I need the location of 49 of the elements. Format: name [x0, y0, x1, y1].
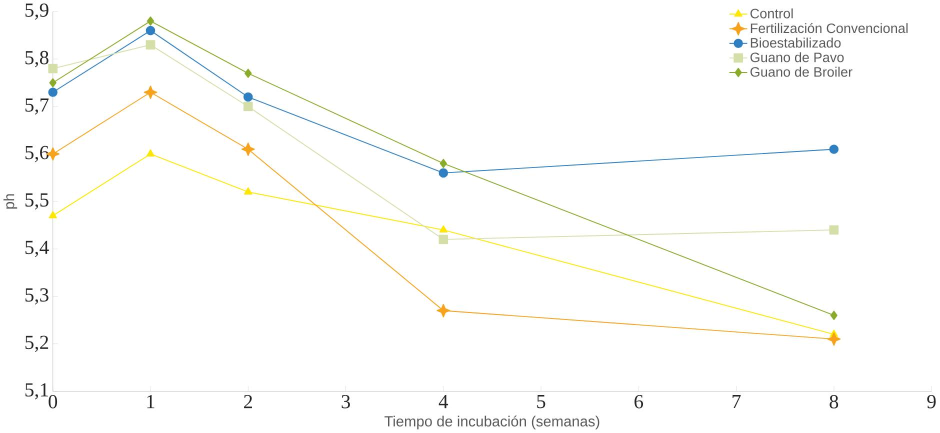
- point: [438, 168, 448, 178]
- y-axis-title: ph: [3, 194, 18, 209]
- point: [436, 304, 450, 318]
- x-tick-label: 9: [927, 395, 936, 408]
- y-tick-label: 5,4: [25, 240, 49, 258]
- point: [146, 26, 156, 36]
- x-tick-label: 3: [342, 395, 350, 408]
- y-tick-label: 5,1: [25, 383, 48, 400]
- x-tick-label: 6: [634, 395, 644, 408]
- point: [438, 234, 448, 244]
- y-tick-label: 5,6: [25, 146, 49, 162]
- point: [49, 78, 56, 88]
- legend-label: Bioestabilizado: [750, 38, 841, 48]
- x-tick-label: 5: [537, 395, 546, 408]
- x-tick-label: 8: [830, 395, 838, 408]
- point: [830, 310, 838, 320]
- point: [244, 68, 252, 78]
- x-tick-label: 2: [244, 395, 252, 408]
- point: [243, 102, 253, 112]
- y-tick-label: 5,8: [25, 50, 48, 68]
- y-tick-label: 5,7: [25, 98, 49, 115]
- legend-label: Fertilización Convencional: [750, 23, 908, 34]
- point: [144, 86, 158, 100]
- x-axis-title: Tiempo de incubación (semanas): [384, 416, 600, 430]
- point: [48, 64, 58, 74]
- x-tick-label: 0: [48, 395, 58, 408]
- x-tick-label: 1: [147, 395, 154, 408]
- point: [146, 40, 156, 50]
- x-tick-label: 4: [438, 395, 448, 408]
- point: [827, 332, 841, 346]
- y-tick-label: 5,9: [25, 4, 48, 20]
- point: [48, 88, 58, 97]
- point: [244, 187, 252, 195]
- point: [48, 211, 57, 218]
- y-tick-label: 5,2: [25, 336, 48, 352]
- point: [146, 149, 155, 157]
- point: [146, 16, 154, 26]
- legend-label: Guano de Pavo: [750, 52, 844, 62]
- legend-label: Guano de Broiler: [750, 66, 852, 77]
- point: [439, 225, 448, 233]
- point: [829, 144, 839, 154]
- point: [829, 225, 839, 235]
- y-tick-label: 5,3: [25, 288, 48, 305]
- x-tick-label: 7: [732, 395, 741, 408]
- point: [243, 92, 253, 102]
- point: [440, 158, 448, 168]
- point: [241, 142, 255, 156]
- y-tick-label: 5,5: [25, 193, 48, 210]
- legend-label: Control: [750, 8, 793, 18]
